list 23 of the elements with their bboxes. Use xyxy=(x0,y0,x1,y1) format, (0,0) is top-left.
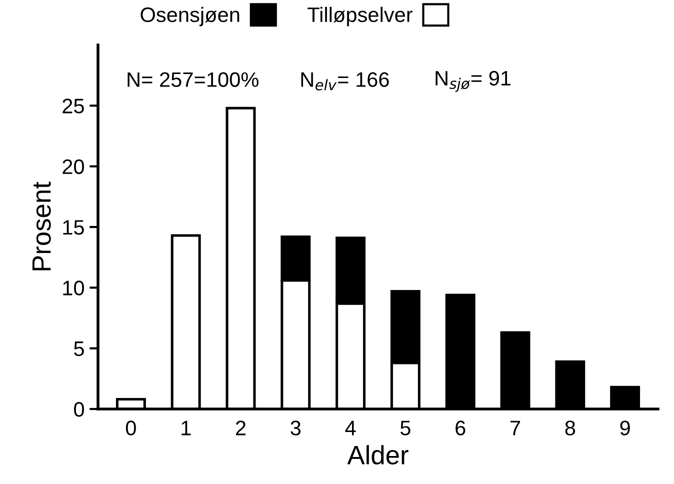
x-tick-label: 2 xyxy=(236,420,246,436)
annotation: N$_{sjø}$= 91 xyxy=(436,70,510,92)
x-tick-label: 6 xyxy=(456,420,466,436)
y-tick-label: 0 xyxy=(74,402,84,417)
x-tick-label: 4 xyxy=(345,420,356,436)
x-tick-label: 8 xyxy=(565,420,576,436)
annotation: N$_{elv}$= 166 xyxy=(301,72,389,90)
x-axis-title: Alder xyxy=(347,445,408,464)
x-tick-label: 3 xyxy=(290,420,301,436)
legend-label: Tilløpselver xyxy=(308,6,413,26)
x-tick-label: 9 xyxy=(620,420,630,436)
y-tick-label: 20 xyxy=(62,159,84,174)
y-tick-label: 25 xyxy=(62,98,84,114)
annotation: N= 257=100% xyxy=(128,72,258,87)
y-tick-label: 10 xyxy=(63,280,84,296)
x-tick-label: 5 xyxy=(400,420,410,436)
x-tick-label: 7 xyxy=(510,420,520,436)
y-axis-title: Prosent xyxy=(32,182,51,270)
y-tick-label: 15 xyxy=(63,220,84,235)
x-tick-label: 1 xyxy=(182,420,191,436)
legend-label: Osensjøen xyxy=(140,6,240,26)
y-tick-label: 5 xyxy=(74,342,84,356)
x-tick-label: 0 xyxy=(126,420,136,436)
